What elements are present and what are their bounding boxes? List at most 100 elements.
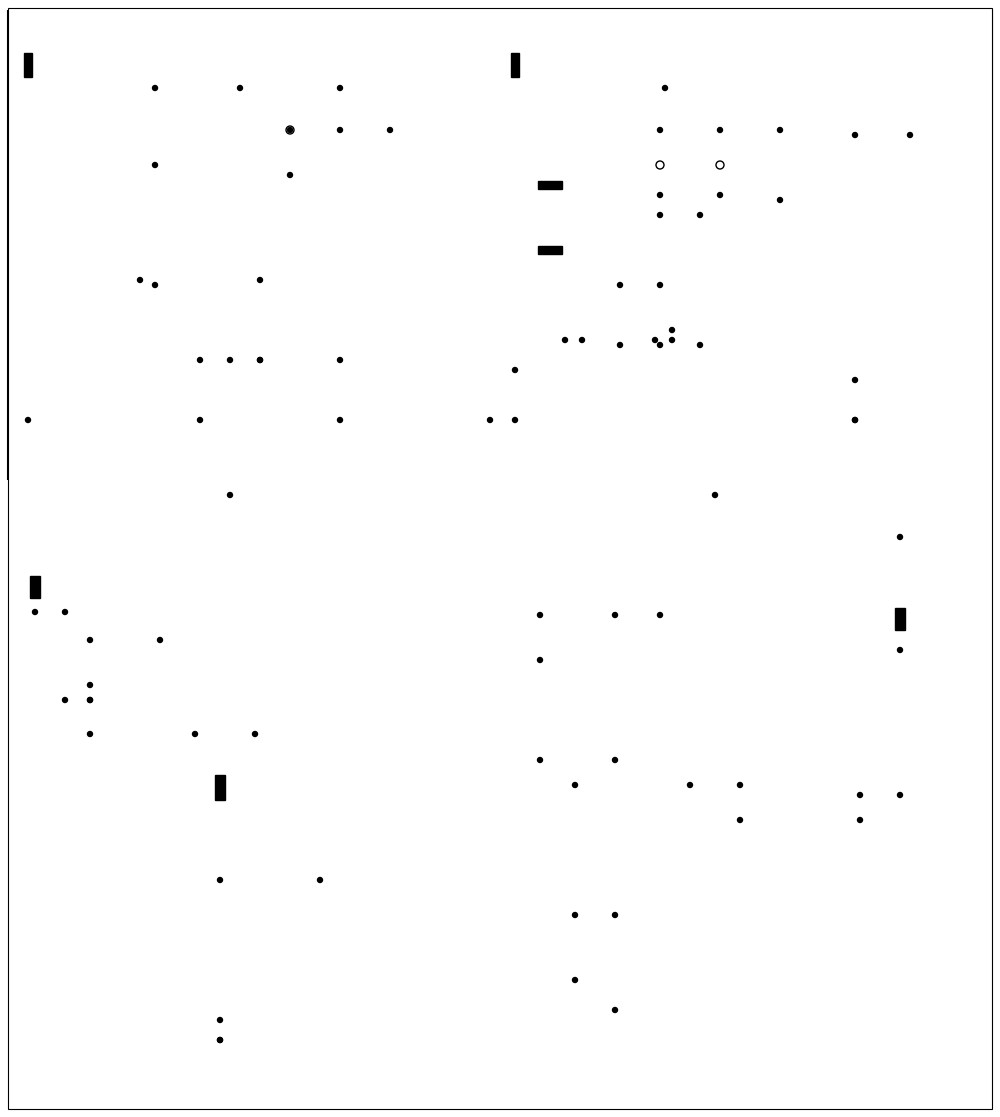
Text: A/C TEMP.: A/C TEMP. bbox=[860, 936, 897, 945]
Text: LT GRN/BLK: LT GRN/BLK bbox=[700, 663, 744, 672]
Text: A/C CUT-OUT SWITCH: A/C CUT-OUT SWITCH bbox=[185, 573, 266, 582]
Text: BLK: BLK bbox=[768, 195, 782, 204]
Text: BRN: BRN bbox=[614, 276, 630, 285]
Text: HTR-A/C: HTR-A/C bbox=[12, 555, 43, 564]
Text: DK GRN: DK GRN bbox=[495, 731, 525, 739]
Circle shape bbox=[88, 732, 92, 736]
Circle shape bbox=[778, 127, 782, 133]
Text: RED: RED bbox=[905, 18, 921, 27]
Bar bbox=[895, 608, 905, 630]
Text: BLK: BLK bbox=[10, 926, 24, 935]
Circle shape bbox=[512, 367, 518, 372]
Text: CONTROLS SYSTEM: CONTROLS SYSTEM bbox=[832, 1031, 906, 1040]
Text: RELAY (VIN N): RELAY (VIN N) bbox=[860, 955, 914, 964]
Bar bbox=[175, 300, 305, 360]
Text: WHT: WHT bbox=[608, 977, 626, 986]
Text: (W/GAGES): (W/GAGES) bbox=[170, 133, 212, 142]
Bar bbox=[42, 260, 222, 395]
Circle shape bbox=[710, 155, 730, 175]
Circle shape bbox=[718, 192, 722, 198]
Circle shape bbox=[192, 732, 198, 736]
Text: A/C COMPRESSOR: A/C COMPRESSOR bbox=[860, 894, 929, 903]
Circle shape bbox=[228, 357, 232, 363]
Circle shape bbox=[908, 133, 912, 137]
Bar bbox=[555, 790, 635, 850]
Text: VIN A: VIN A bbox=[345, 573, 366, 582]
Text: BLK: BLK bbox=[208, 1043, 222, 1052]
Bar bbox=[855, 885, 980, 980]
Circle shape bbox=[852, 418, 858, 422]
Text: ALL TIMES: ALL TIMES bbox=[148, 773, 187, 783]
Text: DK GRN: DK GRN bbox=[920, 1001, 950, 1010]
Text: RED: RED bbox=[205, 846, 221, 855]
Circle shape bbox=[88, 697, 92, 703]
Text: BRN: BRN bbox=[648, 191, 664, 200]
Text: -: - bbox=[590, 367, 594, 378]
Text: CLUTCH: CLUTCH bbox=[540, 823, 570, 832]
Text: OTHERS: OTHERS bbox=[600, 554, 631, 563]
Text: IGNITION: IGNITION bbox=[936, 57, 971, 67]
Text: PNK/BLK: PNK/BLK bbox=[903, 716, 935, 725]
Text: BLK/GRN(VIN V): BLK/GRN(VIN V) bbox=[505, 897, 566, 907]
Circle shape bbox=[488, 418, 492, 422]
Text: HEATER: HEATER bbox=[362, 554, 392, 563]
Text: BRN: BRN bbox=[600, 280, 616, 289]
Circle shape bbox=[656, 161, 664, 169]
Text: ASSEMBLY: ASSEMBLY bbox=[362, 583, 401, 592]
Text: BLK: BLK bbox=[158, 274, 172, 283]
Circle shape bbox=[718, 127, 722, 133]
Text: INSTRUMENT: INSTRUMENT bbox=[900, 836, 950, 844]
Circle shape bbox=[288, 127, 292, 133]
Text: LINK: LINK bbox=[490, 183, 507, 192]
Text: LEFT BATTERY: LEFT BATTERY bbox=[545, 391, 598, 400]
Circle shape bbox=[612, 913, 618, 917]
Text: BRN: BRN bbox=[255, 290, 271, 299]
Text: MOTOR: MOTOR bbox=[732, 468, 760, 477]
Text: BULB TEST,: BULB TEST, bbox=[870, 554, 914, 563]
Text: A/C TEMP: A/C TEMP bbox=[905, 1018, 941, 1027]
Text: GENERATOR: GENERATOR bbox=[308, 321, 355, 330]
Circle shape bbox=[218, 878, 222, 882]
Circle shape bbox=[206, 958, 234, 986]
Circle shape bbox=[858, 818, 862, 822]
Text: PPL: PPL bbox=[344, 256, 358, 265]
Text: RED: RED bbox=[190, 290, 206, 299]
Text: DK GRN: DK GRN bbox=[545, 773, 575, 783]
Text: FUSE: FUSE bbox=[668, 57, 687, 67]
Text: CONTROL: CONTROL bbox=[362, 573, 399, 582]
Circle shape bbox=[652, 337, 658, 343]
Text: RED: RED bbox=[575, 173, 591, 182]
Text: CLUSTER SYSTEM: CLUSTER SYSTEM bbox=[705, 250, 772, 259]
Text: BRN: BRN bbox=[855, 997, 871, 1006]
Text: IGNITION: IGNITION bbox=[420, 57, 455, 67]
Bar bbox=[640, 355, 715, 395]
Circle shape bbox=[852, 378, 858, 382]
Text: PPL: PPL bbox=[858, 296, 872, 305]
Text: CLUTCH: CLUTCH bbox=[633, 811, 663, 821]
Circle shape bbox=[658, 127, 662, 133]
Text: GASOLINE: GASOLINE bbox=[65, 18, 104, 27]
Text: (VIN: (VIN bbox=[620, 941, 636, 949]
Text: 25A: 25A bbox=[870, 598, 885, 607]
Circle shape bbox=[152, 283, 158, 287]
Text: LT GRN: LT GRN bbox=[665, 643, 692, 652]
Text: BRN: BRN bbox=[648, 206, 664, 214]
Text: BRN: BRN bbox=[40, 605, 56, 614]
Text: BLOWER: BLOWER bbox=[255, 962, 288, 971]
Text: —: — bbox=[593, 544, 601, 553]
Text: PPL: PPL bbox=[225, 926, 239, 935]
Text: FUSE: FUSE bbox=[215, 803, 234, 812]
Text: LINK: LINK bbox=[520, 60, 537, 69]
Circle shape bbox=[338, 86, 342, 90]
Text: LT GRN: LT GRN bbox=[545, 643, 572, 652]
Text: ALL: ALL bbox=[605, 544, 619, 553]
Text: BATTERY: BATTERY bbox=[58, 273, 91, 281]
Text: A: A bbox=[33, 74, 38, 83]
Text: TO ENGINE: TO ENGINE bbox=[620, 663, 662, 672]
Circle shape bbox=[198, 357, 202, 363]
Text: VIN A: VIN A bbox=[595, 573, 616, 582]
Text: SWITCH: SWITCH bbox=[420, 67, 450, 76]
Text: STARTER: STARTER bbox=[370, 409, 404, 418]
Circle shape bbox=[658, 283, 662, 287]
Text: ALL: ALL bbox=[355, 544, 369, 553]
